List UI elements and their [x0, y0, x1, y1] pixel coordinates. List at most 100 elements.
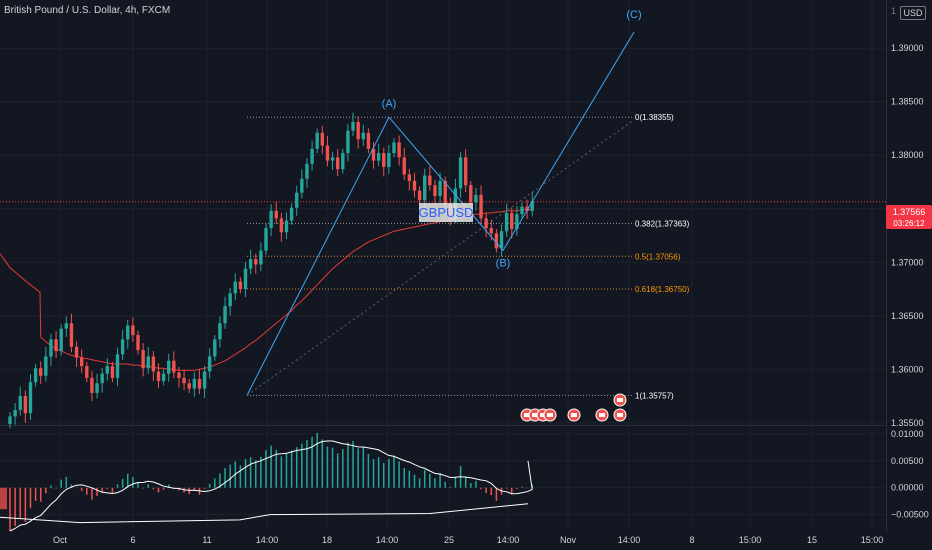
candle-body	[90, 377, 94, 393]
candle-body	[479, 194, 483, 219]
candle-body	[254, 259, 258, 265]
candle-body	[284, 220, 289, 233]
time-tick-label: Nov	[560, 535, 577, 545]
candle-body	[428, 175, 432, 186]
candle-body	[469, 185, 473, 203]
event-flag-icon-stripe	[571, 413, 577, 417]
candle-body	[356, 122, 360, 140]
wave-pattern-drawing[interactable]: (A) (B) (C)	[246, 9, 642, 396]
candle-body	[474, 194, 478, 203]
grid-lines	[0, 0, 887, 532]
time-tick-label: 14:00	[497, 535, 520, 545]
candle-body	[387, 153, 391, 168]
wave-label-c: (C)	[626, 9, 641, 21]
event-flag-icon-stripe	[532, 413, 538, 417]
candle-body	[223, 306, 227, 324]
candle-body	[412, 180, 417, 191]
candle-body	[187, 383, 191, 389]
lock-icon[interactable]: 1	[891, 6, 897, 16]
candle-body	[494, 233, 499, 249]
time-tick-label: 15	[807, 535, 817, 545]
time-tick-label: 11	[202, 535, 211, 545]
candle-body	[156, 371, 161, 382]
price-tick-label: 1.35500	[891, 418, 924, 428]
price-tick-label: 1.37000	[891, 257, 924, 267]
candle-body	[453, 188, 458, 218]
candle-body	[433, 185, 437, 196]
wave-trend-dashed	[246, 119, 635, 396]
candle-body	[161, 373, 166, 382]
event-flag-icon-stripe	[524, 413, 530, 417]
wave-path	[246, 31, 635, 396]
event-flag-icon-stripe	[617, 398, 623, 402]
event-flag-icon-stripe	[540, 413, 546, 417]
currency-badge[interactable]: USD	[900, 6, 926, 20]
oscillator-tick-label: 0.01000	[891, 429, 924, 439]
price-tick-label: 1.39000	[891, 43, 924, 53]
candle-body	[515, 214, 519, 230]
fibonacci-retracement[interactable]: 0(1.38355) 0.382(1.37363) 0.5(1.37056) 0.61…	[0, 113, 886, 400]
candle-body	[438, 180, 442, 196]
price-axis[interactable]: 1.390001.385001.380001.375001.370001.365…	[891, 43, 929, 519]
oscillator-tick-label: 0.00000	[891, 483, 924, 493]
price-tick-label: 1.38500	[891, 97, 924, 107]
wave-label-a: (A)	[382, 98, 397, 110]
candle-body	[115, 354, 120, 378]
candle-body	[182, 377, 186, 384]
candle-body	[167, 360, 171, 374]
candle-body	[259, 250, 263, 265]
candle-body	[376, 153, 381, 161]
candle-body	[202, 371, 207, 389]
price-tick-label: 1.36000	[891, 364, 924, 374]
candle-body	[397, 142, 401, 158]
symbol-watermark: GBPUSD	[419, 205, 474, 220]
candle-body	[392, 142, 396, 154]
oscillator-signal-line	[9, 440, 533, 532]
candle-body	[172, 360, 176, 373]
oscillator-tick-label: −0.00500	[891, 510, 929, 520]
candle-body	[315, 132, 319, 149]
candle-body	[458, 157, 463, 189]
candle-body	[423, 175, 427, 201]
watermark-box	[419, 203, 473, 222]
event-flag-icon-stripe	[547, 413, 553, 417]
symbol-title[interactable]: British Pound / U.S. Dollar, 4h, FXCM	[4, 5, 171, 16]
candle-body	[74, 346, 79, 358]
time-axis[interactable]: Oct 6 11 14:00 18 14:00 25 14:00 Nov 14:00 8 15:00 1…	[53, 535, 883, 545]
event-markers[interactable]	[520, 393, 627, 422]
price-tick-label: 1.36500	[891, 311, 924, 321]
candle-body	[23, 396, 28, 414]
candle-body	[361, 132, 365, 140]
candle-body	[136, 335, 140, 351]
candle-body	[110, 366, 115, 378]
candle-body	[510, 213, 514, 230]
time-tick-label: Oct	[53, 535, 68, 545]
candlestick-series	[8, 112, 534, 429]
candle-body	[18, 396, 22, 411]
candle-body	[351, 122, 355, 131]
candle-body	[13, 410, 17, 417]
candle-body	[248, 259, 253, 269]
candle-body	[484, 218, 488, 229]
candle-body	[417, 190, 422, 201]
fib-level-label: 0.382(1.37363)	[635, 219, 690, 228]
candle-body	[295, 192, 299, 208]
candle-body	[131, 325, 135, 336]
candle-body	[335, 157, 340, 170]
time-tick-label: 15:00	[739, 535, 762, 545]
candle-body	[300, 178, 304, 193]
time-tick-label: 18	[322, 535, 332, 545]
candle-body	[310, 148, 314, 164]
candle-body	[207, 356, 212, 372]
candle-body	[402, 157, 406, 175]
candle-body	[325, 145, 330, 161]
candle-body	[197, 378, 202, 389]
candle-body	[100, 373, 104, 384]
candle-body	[8, 416, 12, 424]
candle-body	[69, 323, 74, 347]
time-tick-label: 14:00	[618, 535, 641, 545]
candle-body	[192, 378, 197, 389]
candle-body	[218, 323, 222, 340]
candle-body	[238, 281, 243, 290]
